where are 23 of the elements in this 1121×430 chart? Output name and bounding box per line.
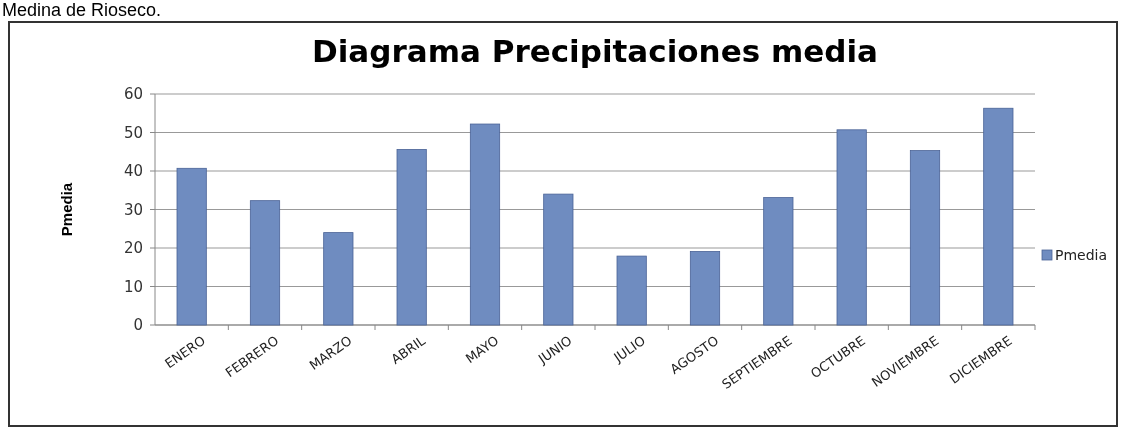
y-tick-label: 40 (123, 162, 143, 181)
bar (909, 150, 941, 326)
y-axis-title: Pmedia (58, 182, 75, 237)
legend-label: Pmedia (1055, 246, 1108, 263)
chart-title: Diagrama Precipitaciones media (312, 33, 878, 69)
y-tick-label: 0 (133, 316, 143, 335)
bar (249, 200, 281, 326)
bar (176, 167, 207, 326)
bar (689, 251, 721, 326)
bar (323, 232, 354, 326)
y-tick-label: 20 (123, 239, 143, 258)
y-tick-label: 30 (123, 200, 143, 219)
bar (983, 107, 1014, 326)
y-tick-label: 50 (123, 123, 143, 142)
bar (396, 149, 427, 326)
y-tick-label: 60 (123, 85, 143, 104)
bar (763, 197, 794, 326)
bar (543, 193, 574, 326)
bar (616, 255, 647, 326)
text: Medina de Rioseco. (2, 0, 162, 20)
bar (836, 129, 867, 326)
bar (469, 123, 501, 326)
y-tick-label: 10 (123, 277, 143, 296)
